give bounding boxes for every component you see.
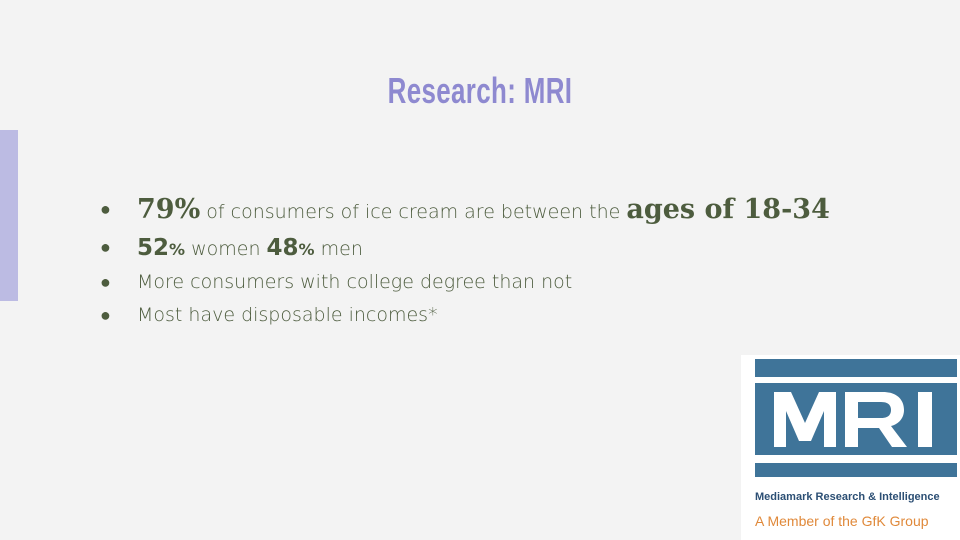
bullet-item-gender: ● 52% women 48% men <box>100 230 830 266</box>
bullet-text: More consumers with college degree than … <box>137 271 573 293</box>
accent-bar <box>0 130 18 301</box>
age-range-emphasis: ages of 18-34 <box>626 194 830 225</box>
bullet-item-income: ● Most have disposable incomes* <box>100 299 830 332</box>
bullet-dot-icon: ● <box>100 237 111 258</box>
women-label: women <box>185 238 267 260</box>
slide-title: Research: MRI <box>387 70 573 111</box>
bullet-text: Most have disposable incomes* <box>137 304 438 326</box>
bullet-list: ● 79% of consumers of ice cream are betw… <box>100 190 830 332</box>
mri-logo-mark <box>755 359 957 477</box>
logo-tagline: Mediamark Research & Intelligence <box>755 491 940 503</box>
stat-women-unit: % <box>169 240 186 259</box>
stat-men-unit: % <box>298 240 315 259</box>
bullet-dot-icon: ● <box>100 199 111 220</box>
men-label: men <box>314 238 363 260</box>
logo-subtitle: A Member of the GfK Group <box>755 513 929 529</box>
stat-women: 52 <box>137 235 170 261</box>
bullet-item-age: ● 79% of consumers of ice cream are betw… <box>100 190 830 230</box>
bullet-text: of consumers of ice cream are between th… <box>200 201 627 223</box>
bullet-dot-icon: ● <box>100 305 111 326</box>
bullet-dot-icon: ● <box>100 272 111 293</box>
mri-logo: Mediamark Research & Intelligence A Memb… <box>741 355 960 540</box>
bullet-item-education: ● More consumers with college degree tha… <box>100 266 830 299</box>
stat-men: 48 <box>266 235 299 261</box>
stat-79: 79% <box>137 194 201 225</box>
